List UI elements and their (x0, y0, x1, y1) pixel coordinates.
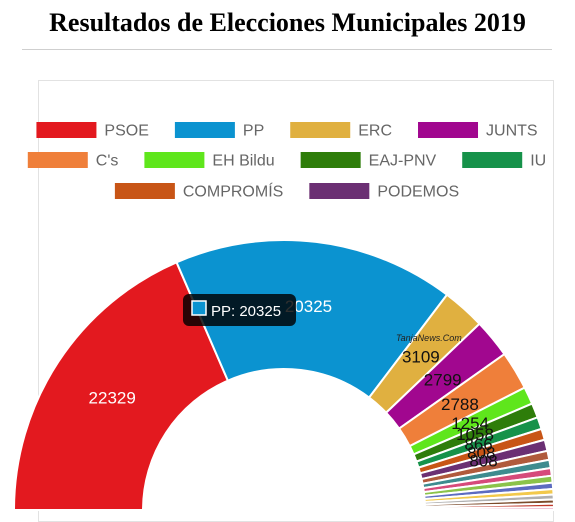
data-label: 1058 (456, 425, 494, 444)
watermark: TanjaNews.Com (396, 333, 462, 343)
legend-swatch[interactable] (174, 122, 235, 138)
legend-label[interactable]: IU (530, 153, 546, 170)
legend-label[interactable]: PP (243, 123, 264, 140)
legend-label[interactable]: PODEMOS (377, 184, 459, 201)
legend-label[interactable]: COMPROMÍS (183, 182, 283, 201)
data-label: 3109 (402, 348, 440, 367)
page-title: Resultados de Elecciones Municipales 201… (49, 8, 526, 37)
legend-swatch[interactable] (300, 152, 361, 168)
tooltip-box (183, 294, 296, 326)
slice-pp[interactable] (175, 239, 449, 399)
legend-swatch[interactable] (144, 152, 205, 168)
data-label: 22329 (89, 388, 136, 407)
legend-swatch[interactable] (36, 122, 97, 138)
legend-swatch[interactable] (418, 122, 479, 138)
data-label: 20325 (285, 297, 332, 316)
legend-label[interactable]: ERC (358, 123, 392, 140)
data-label: 866 (464, 435, 492, 454)
legend-swatch[interactable] (27, 152, 88, 168)
legend-swatch[interactable] (290, 122, 351, 138)
data-label: 1254 (451, 414, 489, 433)
legend-label[interactable]: PSOE (104, 123, 148, 140)
data-label: 808 (467, 443, 495, 462)
data-label: 2799 (424, 370, 462, 389)
title-divider (22, 49, 552, 50)
legend-swatch[interactable] (462, 152, 523, 168)
tooltip-text: PP: 20325 (211, 303, 281, 320)
slice-psoe[interactable] (12, 260, 230, 511)
legend-label[interactable]: EAJ-PNV (369, 153, 437, 170)
legend-label[interactable]: EH Bildu (212, 153, 274, 170)
legend-swatch[interactable] (309, 183, 370, 199)
tooltip-swatch (191, 300, 207, 316)
legend-label[interactable]: C's (96, 153, 119, 170)
data-label: 2788 (441, 395, 479, 414)
legend-label[interactable]: JUNTS (486, 123, 538, 140)
legend-swatch[interactable] (114, 183, 175, 199)
slice-other[interactable] (423, 506, 556, 511)
data-label: 808 (469, 452, 497, 471)
